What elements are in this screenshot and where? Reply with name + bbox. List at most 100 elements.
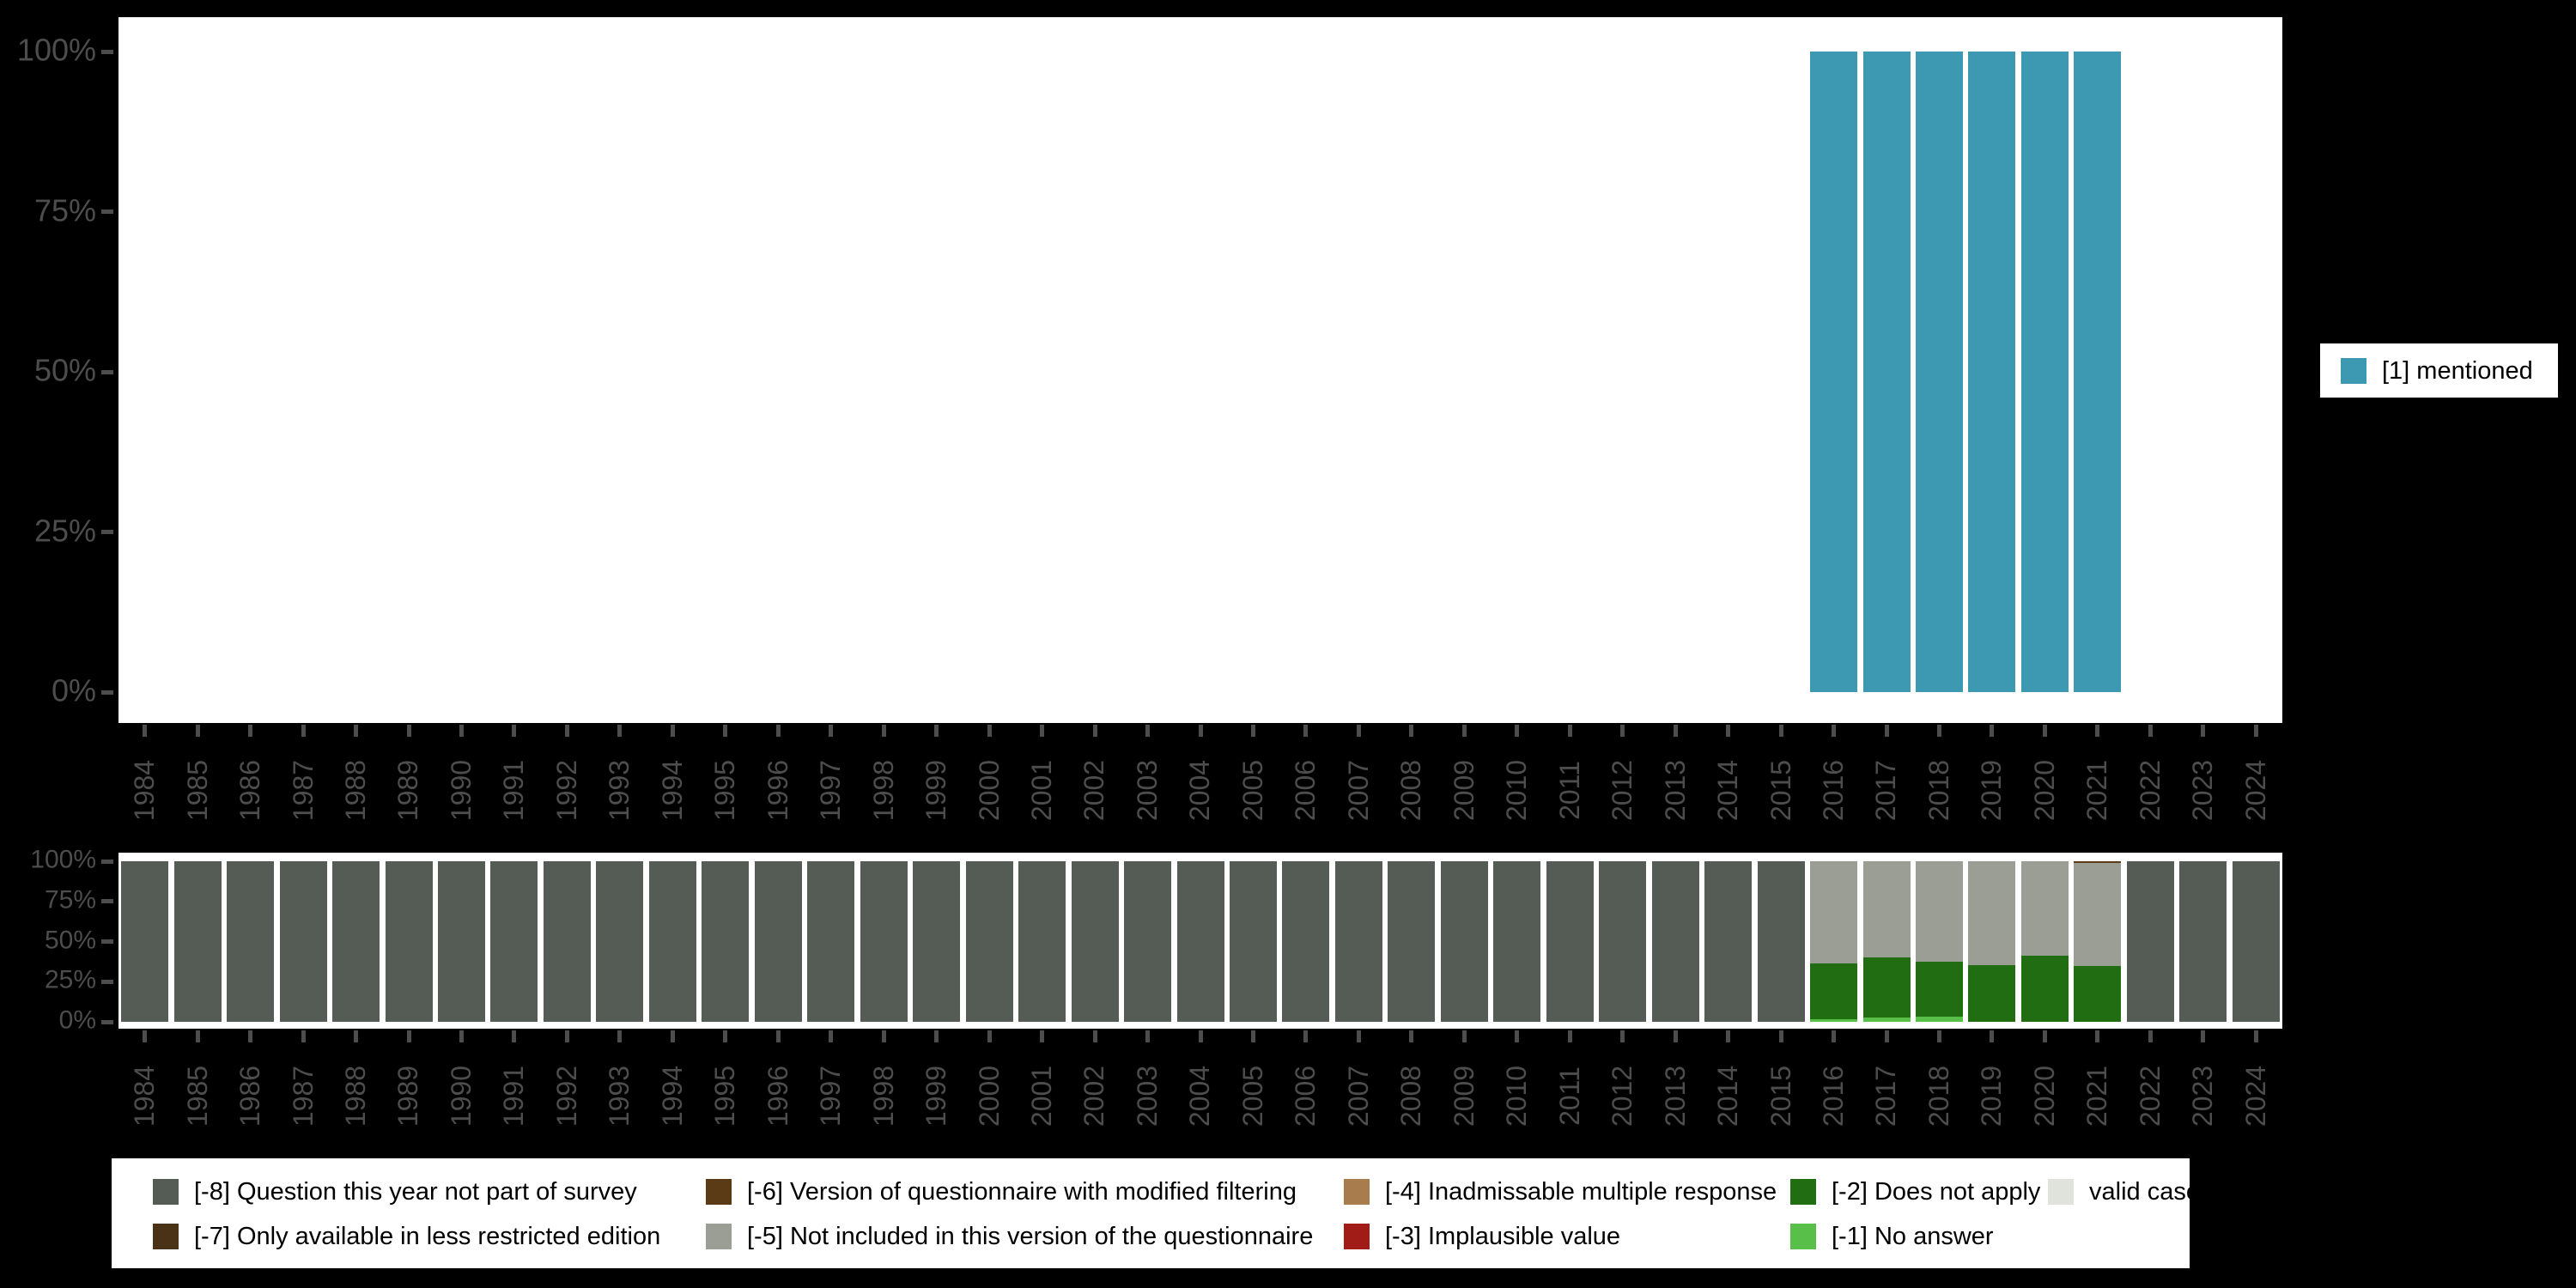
x-axis-tick <box>2148 725 2153 737</box>
legend-swatch--5 <box>706 1224 732 1249</box>
x-axis-year-label: 2002 <box>1068 1036 1121 1156</box>
x-axis-year-text: 2003 <box>1132 759 1163 821</box>
x-axis-tick <box>2201 1030 2206 1042</box>
x-axis-year-text: 2013 <box>1659 1065 1691 1127</box>
x-axis-year-text: 2007 <box>1342 1065 1374 1127</box>
x-axis-tick <box>1040 725 1045 737</box>
x-axis-tick <box>934 725 939 737</box>
y-axis-tick <box>101 979 113 984</box>
bar-segment-2006-code-8 <box>1282 861 1330 1022</box>
x-axis-year-text: 2019 <box>1976 759 2008 821</box>
y-axis-tick-label: 0% <box>51 672 96 708</box>
x-axis-tick <box>1040 1030 1045 1042</box>
bar-segment-1988-code-8 <box>332 861 380 1022</box>
x-axis-year-label: 2006 <box>1279 730 1332 850</box>
x-axis-year-label: 2010 <box>1491 1036 1543 1156</box>
x-axis-tick <box>1198 1030 1203 1042</box>
legend-label--5: [-5] Not included in this version of the… <box>747 1223 1314 1250</box>
x-axis-year-text: 2010 <box>1501 1065 1533 1127</box>
bar-segment-2000-code-8 <box>965 861 1013 1022</box>
x-axis-year-text: 1990 <box>446 1065 477 1127</box>
x-axis-year-label: 1988 <box>330 1036 382 1156</box>
x-axis-year-text: 2024 <box>2239 1065 2271 1127</box>
x-axis-year-text: 2011 <box>1553 760 1585 820</box>
x-axis-year-text: 1989 <box>392 1065 424 1127</box>
x-axis-year-text: 1984 <box>129 759 161 821</box>
x-axis-year-label: 2011 <box>1544 730 1596 850</box>
x-axis-year-label: 2016 <box>1807 730 1860 850</box>
x-axis-year-text: 1986 <box>234 1065 266 1127</box>
x-axis-year-text: 2023 <box>2187 1065 2219 1127</box>
x-axis-year-label: 2007 <box>1333 1036 1385 1156</box>
x-axis-tick <box>934 1030 939 1042</box>
x-axis-year-label: 2004 <box>1174 730 1226 850</box>
bar-segment-1984-code-8 <box>121 861 169 1022</box>
x-axis-tick <box>881 725 886 737</box>
x-axis-tick <box>512 725 517 737</box>
x-axis-tick <box>1673 1030 1678 1042</box>
x-axis-year-text: 2017 <box>1870 1065 1902 1127</box>
x-axis-year-text: 2004 <box>1184 759 1216 821</box>
x-axis-year-label: 1989 <box>382 1036 434 1156</box>
x-axis-tick <box>248 725 253 737</box>
x-axis-year-text: 1992 <box>550 1065 582 1127</box>
x-axis-tick <box>301 1030 306 1042</box>
x-axis-year-text: 2014 <box>1712 759 1744 821</box>
x-axis-tick <box>987 725 992 737</box>
bar-segment-2009-code-8 <box>1440 861 1488 1022</box>
bar-segment-2021-code1 <box>2074 52 2122 692</box>
y-axis-tick <box>101 690 113 695</box>
legend-swatch--3 <box>1344 1224 1370 1249</box>
x-axis-year-label: 2015 <box>1754 730 1807 850</box>
bar-segment-2019-code-5 <box>1968 861 2016 965</box>
x-axis-year-label: 1999 <box>910 730 963 850</box>
x-axis-year-label: 1984 <box>118 730 171 850</box>
bar-segment-2013-code-8 <box>1651 861 1699 1022</box>
bar-segment-2002-code-8 <box>1071 861 1119 1022</box>
bar-segment-2018-code-2 <box>1915 962 1963 1018</box>
y-axis-tick-label: 75% <box>44 885 96 914</box>
x-axis-year-text: 2024 <box>2239 759 2271 821</box>
bar-segment-2019-code1 <box>1968 52 2016 692</box>
y-axis-tick-label: 50% <box>44 926 96 955</box>
bar-segment-2016-code1 <box>1810 52 1858 692</box>
x-axis-year-label: 2004 <box>1174 1036 1226 1156</box>
bar-segment-2017-code-2 <box>1862 957 1911 1018</box>
bar-segment-2014-code-8 <box>1704 861 1753 1022</box>
x-axis-year-label: 1987 <box>276 730 329 850</box>
x-axis-tick <box>1356 725 1361 737</box>
y-axis-tick <box>101 1019 113 1024</box>
x-axis-year-label: 2019 <box>1965 1036 2018 1156</box>
x-axis-tick <box>512 1030 517 1042</box>
x-axis-tick <box>829 1030 834 1042</box>
x-axis-year-text: 1993 <box>604 1065 635 1127</box>
x-axis-year-label: 1986 <box>224 730 276 850</box>
x-axis-year-label: 1997 <box>805 1036 857 1156</box>
x-axis-tick <box>1726 1030 1731 1042</box>
x-axis-tick <box>354 1030 359 1042</box>
x-axis-tick <box>1884 725 1889 737</box>
bar-segment-1995-code-8 <box>702 861 750 1022</box>
x-axis-year-label: 2020 <box>2019 730 2071 850</box>
x-axis-year-text: 1996 <box>762 1065 793 1127</box>
x-axis-year-label: 2017 <box>1860 730 1912 850</box>
bar-segment-2008-code-8 <box>1388 861 1436 1022</box>
y-axis-tick-label: 100% <box>30 845 96 874</box>
x-axis-year-text: 2019 <box>1976 1065 2008 1127</box>
x-axis-year-text: 2023 <box>2187 759 2219 821</box>
x-axis-year-text: 1994 <box>656 759 688 821</box>
y-axis-tick <box>101 210 113 214</box>
x-axis-tick <box>1778 725 1783 737</box>
x-axis-tick <box>1198 725 1203 737</box>
x-axis-year-text: 1994 <box>656 1065 688 1127</box>
x-axis-year-text: 2017 <box>1870 759 1902 821</box>
x-axis-tick <box>564 725 569 737</box>
x-axis-tick <box>2253 1030 2258 1042</box>
bar-segment-1989-code-8 <box>385 861 433 1022</box>
x-axis-tick <box>2201 725 2206 737</box>
y-axis-tick <box>101 939 113 944</box>
y-axis-tick-label: 50% <box>33 352 96 388</box>
x-axis-tick <box>1936 1030 1941 1042</box>
x-axis-tick <box>1620 1030 1625 1042</box>
x-axis-year-label: 1992 <box>541 1036 593 1156</box>
